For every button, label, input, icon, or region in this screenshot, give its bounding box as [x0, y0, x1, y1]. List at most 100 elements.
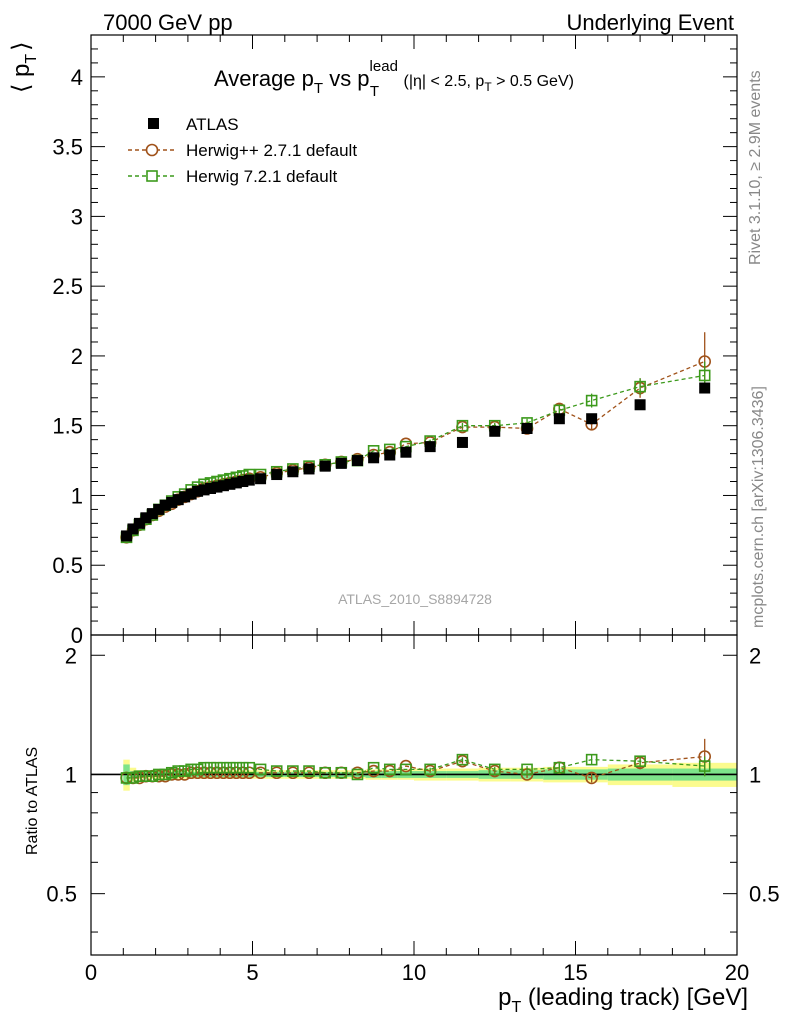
x-tick-label: 20	[725, 960, 749, 985]
main-y-axis-label: ⟨ pT ⟩	[8, 41, 40, 93]
header-right-label: Underlying Event	[566, 10, 734, 35]
atlas-main-point	[230, 477, 242, 489]
herwig7-ratio-point	[185, 763, 197, 776]
legend-marker-atlas	[148, 118, 159, 129]
herwig7-ratio-point	[172, 765, 185, 777]
atlas-main-point	[400, 446, 412, 458]
ratio-y-tick-label-left: 1	[65, 762, 77, 787]
herwig7-ratio-point	[335, 766, 348, 779]
x-axis-label: pT (leading track) [GeV]	[498, 984, 748, 1016]
herwig7-ratio-point	[400, 763, 412, 776]
main-y-tick-label: 4	[71, 65, 83, 90]
atlas-main-point	[172, 494, 184, 506]
atlas-main-point	[287, 466, 299, 478]
herwig7-ratio-point	[456, 753, 469, 766]
herwig7-ratio-point	[553, 761, 566, 774]
herwig7-ratio-point	[237, 761, 249, 774]
ratio-y-tick-label-left: 0.5	[46, 882, 77, 907]
xlabel-left: p	[498, 984, 511, 1011]
main-ticks: 0.5 1 1.5 2 2.5 3 3.5 4 0	[52, 34, 738, 648]
herwig7-ratio-point	[204, 761, 217, 774]
legend-label-herwigpp: Herwig++ 2.7.1 default	[186, 141, 357, 160]
main-y-tick-label: 2	[71, 344, 83, 369]
herwig7-ratio-point	[367, 761, 380, 774]
title-sub1: T	[314, 80, 323, 97]
atlas-main-point	[237, 476, 249, 488]
main-y-tick-label: 3.5	[52, 135, 83, 160]
herwig7-ratio-point	[224, 761, 236, 774]
atlas-main-point	[586, 413, 598, 425]
main-y-tick-label: 3	[71, 204, 83, 229]
atlas-main-point	[133, 517, 145, 529]
atlas-main-point	[121, 530, 133, 542]
title-sup2: lead	[370, 58, 398, 75]
ratio-panel-frame	[90, 634, 738, 956]
main-y-tick-label: 0.5	[52, 553, 83, 578]
ratio-y-tick-label-right: 2	[749, 643, 761, 668]
herwig7-ratio-point	[303, 765, 315, 777]
atlas-main-point	[699, 382, 711, 394]
ylabel-right: ⟩	[8, 41, 35, 50]
main-y-tick-label: 1	[71, 483, 83, 508]
herwig7-ratio-point	[351, 768, 364, 781]
title-mid: vs p	[323, 66, 369, 91]
atlas-main-point	[217, 480, 229, 492]
legend-entry-herwigpp: Herwig++ 2.7.1 default	[128, 141, 357, 160]
atlas-main-point	[384, 449, 396, 461]
legend-marker-herwig7	[146, 170, 158, 182]
atlas-main-point	[243, 474, 255, 486]
herwig7-main-point	[634, 380, 646, 393]
x-tick-label: 15	[563, 960, 587, 985]
atlas-main-point	[255, 473, 267, 485]
herwig7-ratio-point	[146, 770, 159, 782]
atlas-main-point	[368, 452, 380, 464]
main-panel: 0.511.522.533.540 Average pT vs plead T (…	[8, 34, 738, 648]
atlas-main-point	[179, 491, 191, 503]
atlas-main-point	[335, 457, 347, 469]
herwig7-ratio-point	[243, 761, 256, 774]
atlas-main-point	[140, 512, 152, 524]
herwig7-ratio-point	[488, 763, 501, 776]
atlas-main-point	[319, 460, 331, 472]
rivet-version-label: Rivet 3.1.10, ≥ 2.9M events	[747, 70, 764, 265]
herwig7-ratio-point	[698, 760, 711, 772]
legend-marker-herwigpp	[145, 143, 159, 157]
herwig7-main-point	[456, 419, 469, 432]
herwig7-ratio-point	[140, 770, 152, 782]
herwig7-ratio-point	[424, 763, 436, 776]
herwig7-ratio-point	[521, 763, 533, 776]
atlas-main-point	[489, 425, 501, 437]
atlas-main-point	[271, 469, 283, 481]
atlas-main-point	[424, 441, 436, 453]
atlas-main-point	[224, 478, 236, 490]
herwig7-main-point	[698, 369, 711, 382]
legend: ATLAS Herwig++ 2.7.1 default Herwig 7.2.…	[128, 115, 357, 186]
atlas-main-point	[166, 496, 178, 508]
herwig7-main-point	[585, 394, 598, 407]
herwig7-ratio-point	[178, 765, 191, 777]
herwigpp-main-line	[126, 360, 705, 538]
herwig7-ratio-point	[217, 761, 230, 774]
atlas-main-point	[303, 463, 315, 475]
main-y-tick-label: 1.5	[52, 414, 83, 439]
herwig7-ratio-point	[120, 772, 133, 784]
atlas-main-point	[192, 485, 204, 497]
herwig7-ratio-point	[211, 761, 223, 774]
main-series-layer	[120, 332, 712, 544]
herwig7-ratio-point	[230, 761, 243, 774]
herwig7-ratio-point	[165, 766, 178, 779]
atlas-main-point	[521, 422, 533, 434]
atlas-main-point	[198, 484, 210, 496]
herwig7-ratio-point	[133, 770, 146, 782]
ratio-ticks: 0 5 10 15 20 0.5 0.5 1 1 2 2	[46, 635, 780, 985]
atlas-main-point	[185, 488, 197, 500]
xlabel-sub: T	[511, 999, 521, 1016]
atlas-main-point	[153, 503, 165, 515]
herwig7-main-line	[126, 374, 705, 538]
main-y-tick-label-zero: 0	[71, 623, 83, 648]
legend-label-herwig7: Herwig 7.2.1 default	[186, 167, 337, 186]
ylabel-left: ⟨ p	[8, 64, 35, 93]
atlas-main-point	[127, 523, 139, 535]
x-tick-label: 10	[402, 960, 426, 985]
atlas-main-point	[205, 482, 217, 494]
